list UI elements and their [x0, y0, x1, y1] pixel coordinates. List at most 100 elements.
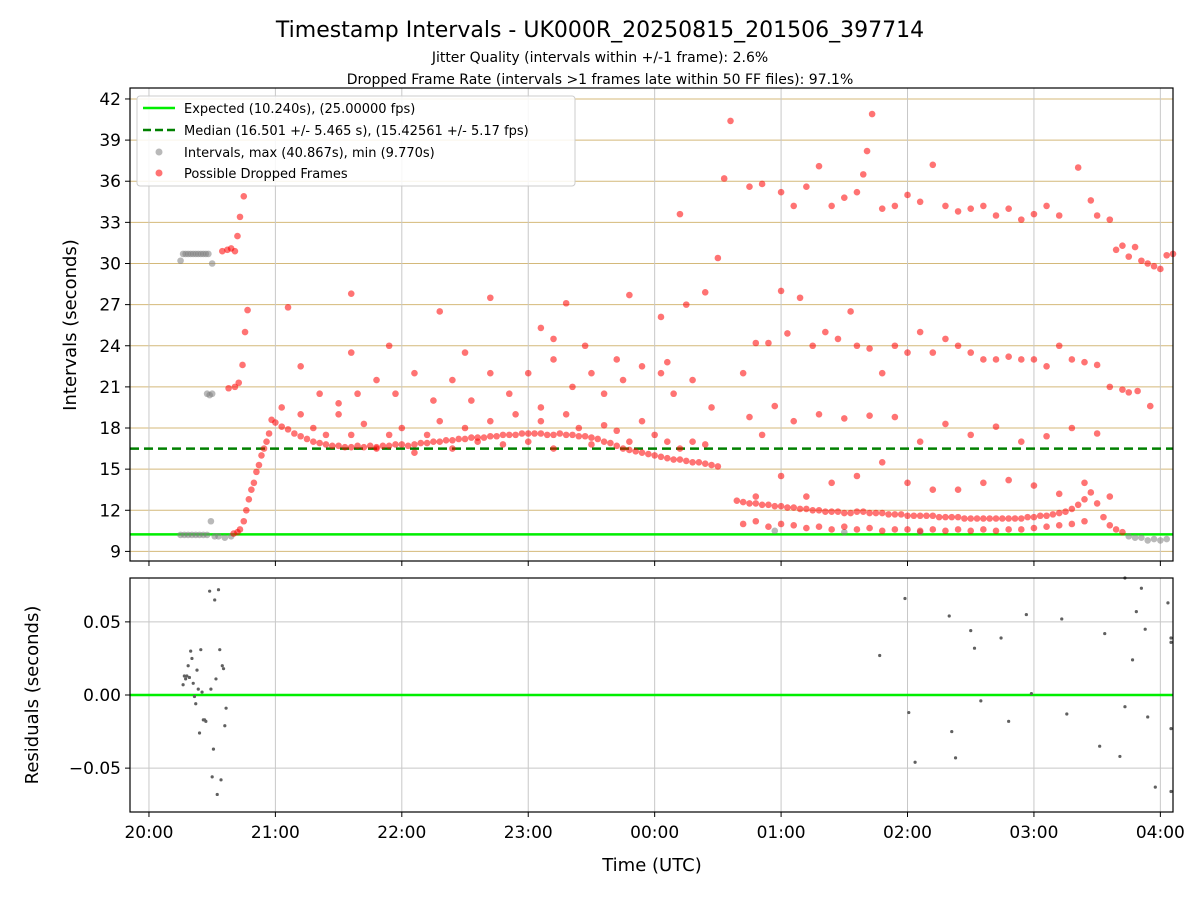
- residual-point: [1130, 658, 1135, 662]
- interval-point: [208, 260, 216, 267]
- dropped-frame-point: [240, 193, 248, 200]
- dropped-frame-point: [461, 349, 469, 356]
- dropped-frame-point: [815, 162, 823, 170]
- dropped-frame-point: [569, 383, 576, 391]
- dropped-frame-point: [316, 390, 323, 398]
- dropped-frame-point: [619, 376, 627, 384]
- dropped-frame-point: [863, 147, 871, 155]
- dropped-frame-point: [790, 504, 798, 511]
- dropped-frame-point: [859, 508, 867, 515]
- dropped-frame-point: [803, 183, 810, 191]
- dropped-frame-point: [1068, 356, 1076, 363]
- dropped-frame-point: [853, 472, 861, 480]
- dropped-frame-point: [980, 479, 987, 487]
- residual-point: [979, 699, 983, 703]
- residual-point: [190, 656, 194, 661]
- residual-point: [1065, 712, 1069, 716]
- dropped-frame-point: [746, 500, 753, 507]
- residual-point: [907, 710, 911, 715]
- dropped-frame-point: [904, 349, 911, 356]
- dropped-frame-point: [1005, 515, 1012, 522]
- dropped-frame-point: [891, 202, 899, 210]
- intervals-y-tick-label: 9: [110, 542, 121, 562]
- dropped-frame-point: [891, 526, 899, 533]
- dropped-frame-point: [1017, 356, 1025, 363]
- dropped-frame-point: [803, 505, 810, 513]
- x-tick-label: 00:00: [630, 823, 679, 843]
- dropped-frame-point: [1062, 508, 1069, 515]
- dropped-frame-point: [243, 506, 250, 514]
- dropped-frame-point: [335, 400, 342, 407]
- dropped-frame-point: [1036, 512, 1044, 520]
- dropped-frame-point: [878, 527, 886, 535]
- dropped-frame-point: [1093, 361, 1101, 369]
- dropped-frame-point: [828, 479, 835, 487]
- residuals-y-tick-label: 0.00: [83, 686, 121, 706]
- dropped-frame-point: [347, 349, 355, 356]
- dropped-frame-point: [967, 349, 975, 356]
- dropped-frame-point: [638, 363, 646, 370]
- dropped-frame-point: [1055, 522, 1063, 529]
- dropped-frame-point: [664, 358, 671, 366]
- legend-dropped-swatch: [155, 169, 163, 177]
- dropped-frame-point: [701, 460, 709, 467]
- dropped-frame-point: [550, 335, 557, 343]
- dropped-frame-point: [815, 411, 823, 418]
- residual-point: [220, 664, 224, 668]
- residual-point: [214, 677, 218, 681]
- dropped-frame-point: [487, 432, 494, 440]
- residual-point: [1169, 640, 1173, 644]
- residual-point: [972, 646, 977, 650]
- dropped-frame-point: [347, 431, 355, 439]
- dropped-frame-point: [543, 431, 551, 439]
- dropped-frame-point: [834, 508, 842, 515]
- dropped-frame-point: [777, 287, 785, 295]
- interval-point: [1125, 533, 1133, 540]
- residual-point: [191, 681, 195, 685]
- dropped-frame-point: [347, 290, 355, 297]
- dropped-frame-point: [263, 438, 270, 446]
- dropped-frame-point: [436, 438, 444, 446]
- dropped-frame-point: [651, 452, 658, 459]
- dropped-frame-point: [910, 512, 918, 520]
- residual-point: [1060, 617, 1064, 621]
- dropped-frame-point: [689, 438, 696, 446]
- dropped-frame-point: [449, 437, 456, 444]
- dropped-frame-point: [916, 198, 924, 206]
- dropped-frame-point: [682, 457, 690, 465]
- dropped-frame-point: [853, 526, 861, 533]
- dropped-frame-point: [923, 512, 930, 520]
- interval-point: [840, 528, 848, 536]
- dropped-frame-point: [784, 504, 791, 511]
- residual-point: [196, 687, 200, 691]
- dropped-frame-point: [613, 356, 621, 363]
- dropped-frame-point: [493, 432, 500, 440]
- dropped-frame-point: [929, 486, 937, 494]
- dropped-frame-point: [297, 411, 304, 418]
- dropped-frame-point: [550, 431, 557, 439]
- dropped-frame-point: [373, 376, 380, 384]
- dropped-frame-point: [265, 430, 273, 437]
- dropped-frame-point: [992, 527, 1000, 535]
- dropped-frame-point: [1093, 212, 1101, 219]
- dropped-frame-point: [234, 232, 241, 240]
- dropped-frame-point: [992, 356, 1000, 363]
- dropped-frame-point: [777, 188, 785, 196]
- interval-point: [1144, 537, 1152, 544]
- dropped-frame-point: [594, 435, 602, 443]
- dropped-frame-point: [739, 520, 747, 528]
- dropped-frame-point: [954, 208, 962, 215]
- intervals-y-tick-label: 36: [99, 172, 121, 192]
- dropped-frame-point: [904, 512, 911, 520]
- dropped-frame-point: [1106, 522, 1114, 529]
- dropped-frame-point: [626, 291, 633, 299]
- dropped-frame-point: [626, 438, 633, 446]
- intervals-y-tick-label: 33: [99, 213, 121, 233]
- dropped-frame-point: [872, 509, 880, 517]
- residual-point: [213, 598, 217, 602]
- interval-point: [1131, 534, 1139, 541]
- dropped-frame-point: [297, 363, 304, 370]
- dropped-frame-point: [967, 205, 975, 212]
- x-tick-label: 02:00: [883, 823, 932, 843]
- dropped-frame-point: [868, 110, 876, 118]
